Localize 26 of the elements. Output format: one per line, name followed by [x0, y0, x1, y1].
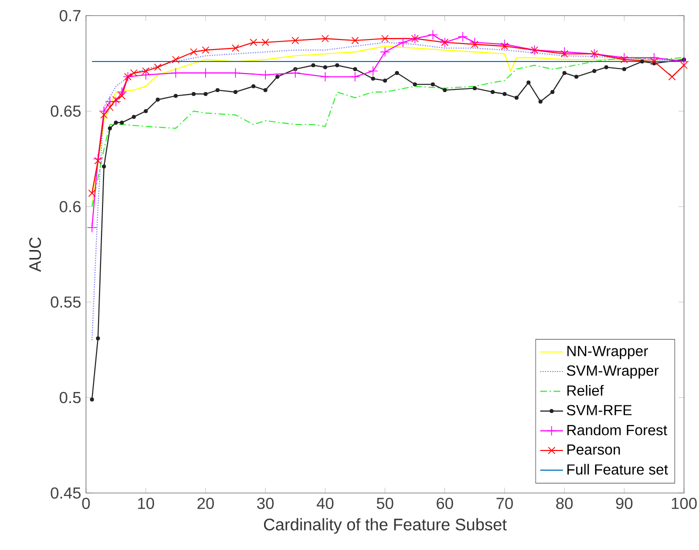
legend-label: Random Forest	[567, 424, 668, 436]
x-tick-label: 20	[198, 498, 214, 510]
x-axis-title: Cardinality of the Feature Subset	[264, 518, 507, 534]
x-tick-label: 0	[82, 498, 90, 510]
legend-label: NN-Wrapper	[567, 346, 648, 360]
x-tick-label: 60	[436, 498, 454, 510]
y-tick-label: 0.7	[60, 10, 80, 22]
y-tick-label: 0.5	[60, 392, 81, 404]
x-tick-label: 50	[376, 498, 394, 510]
y-tick-label: 0.55	[50, 296, 81, 308]
y-tick-label: 0.6	[60, 200, 81, 212]
x-tick-label: 30	[257, 498, 274, 510]
x-tick-label: 10	[138, 498, 154, 510]
x-tick-label: 40	[316, 498, 334, 510]
legend-label: Relief	[567, 384, 604, 396]
y-tick-label: 0.45	[50, 487, 81, 499]
legend-label: SVM-Wrapper	[566, 365, 659, 379]
y-tick-label: 0.65	[50, 105, 81, 117]
legend-label: Full Feature set	[567, 464, 668, 475]
x-tick-label: 100	[672, 498, 697, 510]
legend-label: SVM-RFE	[566, 404, 632, 416]
x-tick-label: 80	[556, 498, 573, 510]
x-tick-label: 70	[496, 498, 513, 510]
y-axis-title: AUC	[29, 237, 41, 272]
legend-label: Pearson	[567, 444, 620, 455]
x-tick-label: 90	[616, 498, 632, 510]
